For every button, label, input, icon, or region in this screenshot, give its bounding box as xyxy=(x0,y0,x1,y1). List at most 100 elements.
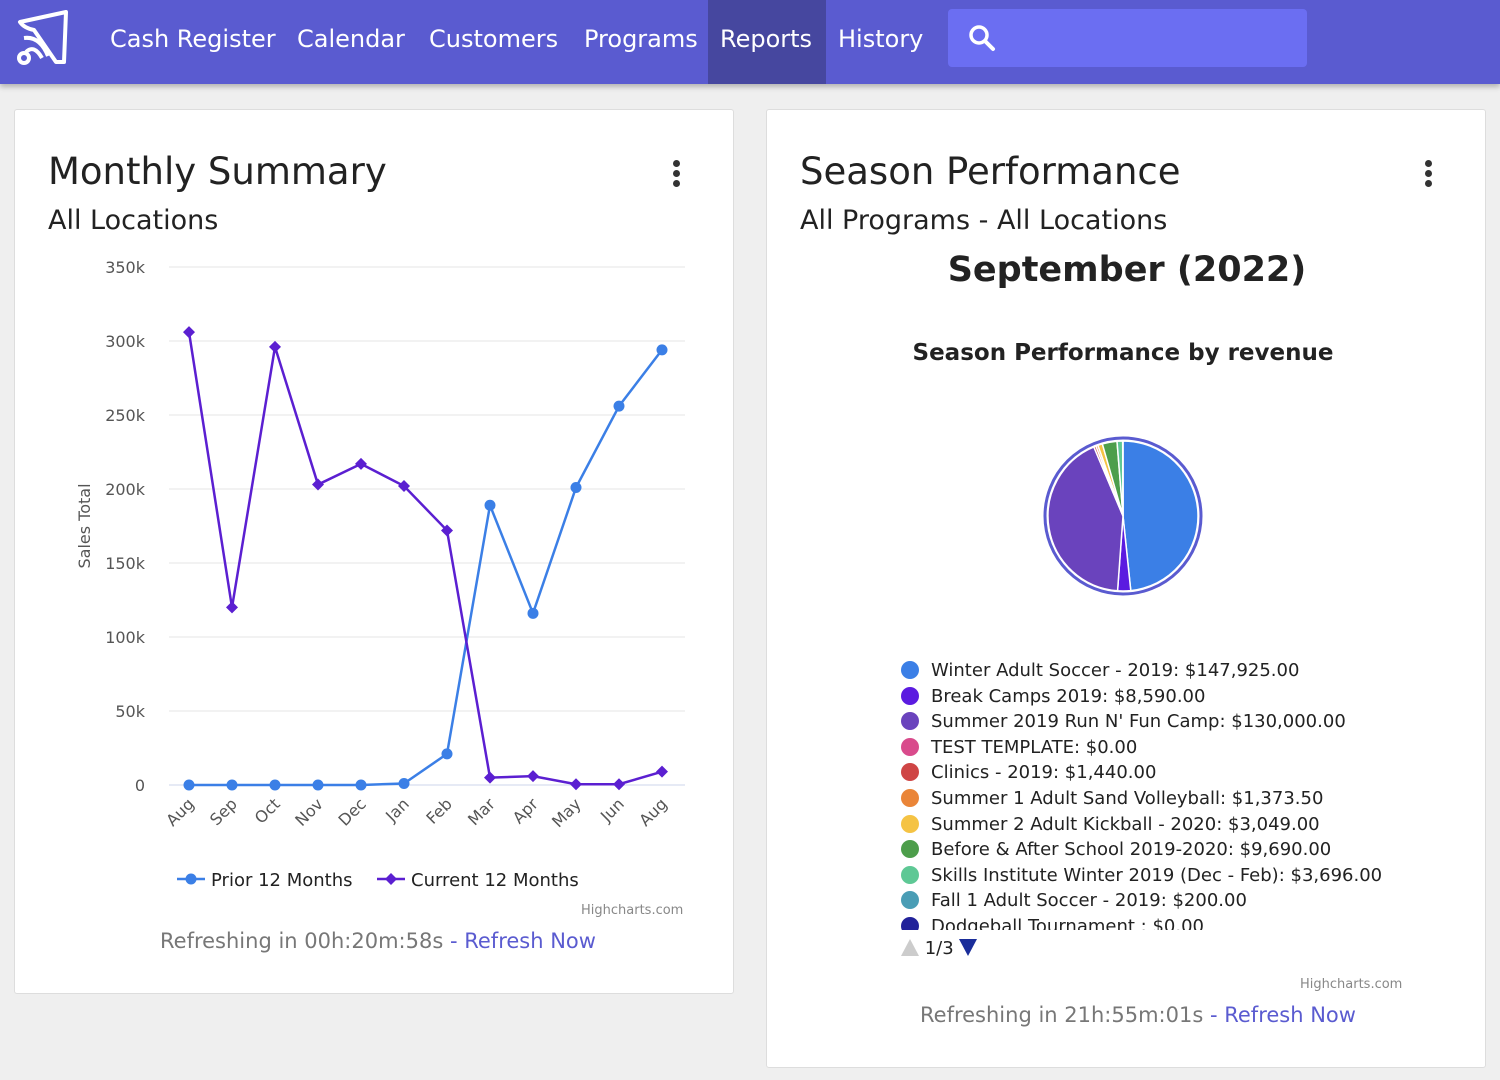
x-tick-label: Nov xyxy=(291,794,327,830)
x-tick-label: Dec xyxy=(334,794,369,829)
legend-item[interactable]: Clinics - 2019: $1,440.00 xyxy=(901,762,1156,783)
data-point[interactable] xyxy=(527,607,539,619)
data-point[interactable] xyxy=(656,344,668,356)
nav-cash-register[interactable]: Cash Register xyxy=(110,25,276,53)
legend-color-dot xyxy=(901,865,919,884)
legend-label: Summer 2 Adult Kickball - 2020: $3,049.0… xyxy=(931,813,1320,835)
legend-label: Dodgeball Tournament : $0.00 xyxy=(931,916,1204,930)
legend-color-dot xyxy=(901,840,919,859)
legend-color-dot xyxy=(901,917,919,930)
series-line xyxy=(189,349,663,787)
legend-item[interactable]: Before & After School 2019-2020: $9,690.… xyxy=(901,839,1331,860)
pie-slice[interactable] xyxy=(1122,440,1199,592)
legend-item[interactable]: Skills Institute Winter 2019 (Dec - Feb)… xyxy=(901,865,1382,886)
data-point[interactable] xyxy=(183,779,195,791)
refresh-now-link[interactable]: - Refresh Now xyxy=(449,929,596,953)
x-tick-label: Jun xyxy=(596,794,628,826)
legend-item[interactable]: Summer 2 Adult Kickball - 2020: $3,049.0… xyxy=(901,814,1320,835)
refresh-now-link[interactable]: - Refresh Now xyxy=(1209,1003,1356,1027)
nav-programs[interactable]: Programs xyxy=(584,25,698,53)
legend-item[interactable]: Prior 12 Months xyxy=(177,870,353,891)
x-tick-label: Aug xyxy=(635,794,671,830)
x-tick-label: Oct xyxy=(251,794,284,827)
pager-up-icon[interactable] xyxy=(901,939,919,956)
data-point[interactable] xyxy=(656,765,668,778)
data-point[interactable] xyxy=(484,771,496,784)
highcharts-credit[interactable]: Highcharts.com xyxy=(1300,977,1403,992)
nav-reports[interactable]: Reports xyxy=(708,0,826,84)
refresh-status: Refreshing in 00h:20m:58s - Refresh Now xyxy=(160,929,596,953)
legend-label: TEST TEMPLATE: $0.00 xyxy=(931,736,1138,758)
period-heading: September (2022) xyxy=(947,250,1307,290)
legend-color-dot xyxy=(901,814,919,833)
highcharts-credit[interactable]: Highcharts.com xyxy=(581,903,684,918)
legend-color-dot xyxy=(901,737,919,756)
data-point[interactable] xyxy=(312,478,324,491)
pager-label: 1/3 xyxy=(924,938,954,959)
legend-label: Break Camps 2019: $8,590.00 xyxy=(931,685,1206,707)
legend-pager: 1/3 xyxy=(901,938,978,959)
y-tick-label: 50k xyxy=(115,702,145,721)
monthly-summary-card: Monthly Summary All Locations 0 50k 100k 15… xyxy=(14,109,734,994)
season-performance-card: Season Performance All Programs - All Lo… xyxy=(766,109,1486,1068)
data-point[interactable] xyxy=(312,779,324,791)
legend-item[interactable]: Summer 1 Adult Sand Volleyball: $1,373.5… xyxy=(901,788,1323,809)
more-options-icon[interactable] xyxy=(671,160,681,188)
data-point[interactable] xyxy=(226,779,238,791)
data-point[interactable] xyxy=(269,340,281,353)
data-point[interactable] xyxy=(398,480,410,493)
search-icon xyxy=(969,25,995,51)
legend-label: Current 12 Months xyxy=(411,870,579,891)
search-input[interactable] xyxy=(948,9,1307,67)
data-point[interactable] xyxy=(183,326,195,339)
data-point[interactable] xyxy=(226,601,238,614)
data-point[interactable] xyxy=(613,400,625,412)
refresh-status: Refreshing in 21h:55m:01s - Refresh Now xyxy=(920,1003,1356,1027)
card-subtitle: All Programs - All Locations xyxy=(800,205,1168,236)
card-subtitle: All Locations xyxy=(48,205,219,236)
legend-item[interactable]: Winter Adult Soccer - 2019: $147,925.00 xyxy=(901,660,1299,681)
legend-label: Skills Institute Winter 2019 (Dec - Feb)… xyxy=(931,864,1383,886)
nav-calendar[interactable]: Calendar xyxy=(297,25,405,53)
data-point[interactable] xyxy=(269,779,281,791)
more-options-icon[interactable] xyxy=(1423,160,1433,188)
y-tick-label: 150k xyxy=(105,554,146,573)
x-tick-label: Sep xyxy=(206,794,241,829)
pager-down-icon[interactable] xyxy=(959,939,978,956)
data-point[interactable] xyxy=(441,748,453,760)
x-tick-label: Mar xyxy=(464,794,499,829)
legend-item[interactable]: Fall 1 Adult Soccer - 2019: $200.00 xyxy=(901,890,1247,911)
legend-label: Summer 2019 Run N' Fun Camp: $130,000.00 xyxy=(931,711,1346,733)
legend-item[interactable]: Summer 2019 Run N' Fun Camp: $130,000.00 xyxy=(901,711,1346,732)
legend-label: Clinics - 2019: $1,440.00 xyxy=(931,762,1157,784)
nav-customers[interactable]: Customers xyxy=(429,25,559,53)
data-point[interactable] xyxy=(484,499,496,511)
x-tick-label: Aug xyxy=(162,794,198,830)
legend-color-dot xyxy=(901,661,919,679)
nav-history[interactable]: History xyxy=(838,25,924,53)
x-tick-label: Apr xyxy=(509,794,542,827)
legend-color-dot xyxy=(901,891,919,910)
y-tick-label: 300k xyxy=(105,332,146,351)
pie-slice[interactable] xyxy=(1047,445,1124,592)
legend-item[interactable]: TEST TEMPLATE: $0.00 xyxy=(901,737,1137,758)
data-point[interactable] xyxy=(527,770,539,783)
data-point[interactable] xyxy=(355,779,367,791)
data-point[interactable] xyxy=(355,457,367,470)
legend-item[interactable]: Dodgeball Tournament : $0.00 xyxy=(901,916,1204,930)
data-point[interactable] xyxy=(613,778,625,791)
data-point[interactable] xyxy=(398,778,410,790)
legend-item[interactable]: Current 12 Months xyxy=(377,870,579,891)
series-line xyxy=(187,331,663,786)
x-tick-label: Jan xyxy=(381,794,413,826)
data-point[interactable] xyxy=(570,482,582,494)
y-tick-label: 0 xyxy=(135,776,145,795)
y-tick-label: 350k xyxy=(105,258,146,277)
data-point[interactable] xyxy=(441,524,453,537)
monthly-line-chart: 0 50k 100k 150k 200k 250k 300k 350k Sales Total A… xyxy=(75,258,685,891)
legend-item[interactable]: Break Camps 2019: $8,590.00 xyxy=(901,686,1205,707)
y-tick-label: 250k xyxy=(105,406,146,425)
legend-color-dot xyxy=(901,763,919,782)
data-point[interactable] xyxy=(570,778,582,791)
app-logo-icon[interactable] xyxy=(14,8,74,68)
